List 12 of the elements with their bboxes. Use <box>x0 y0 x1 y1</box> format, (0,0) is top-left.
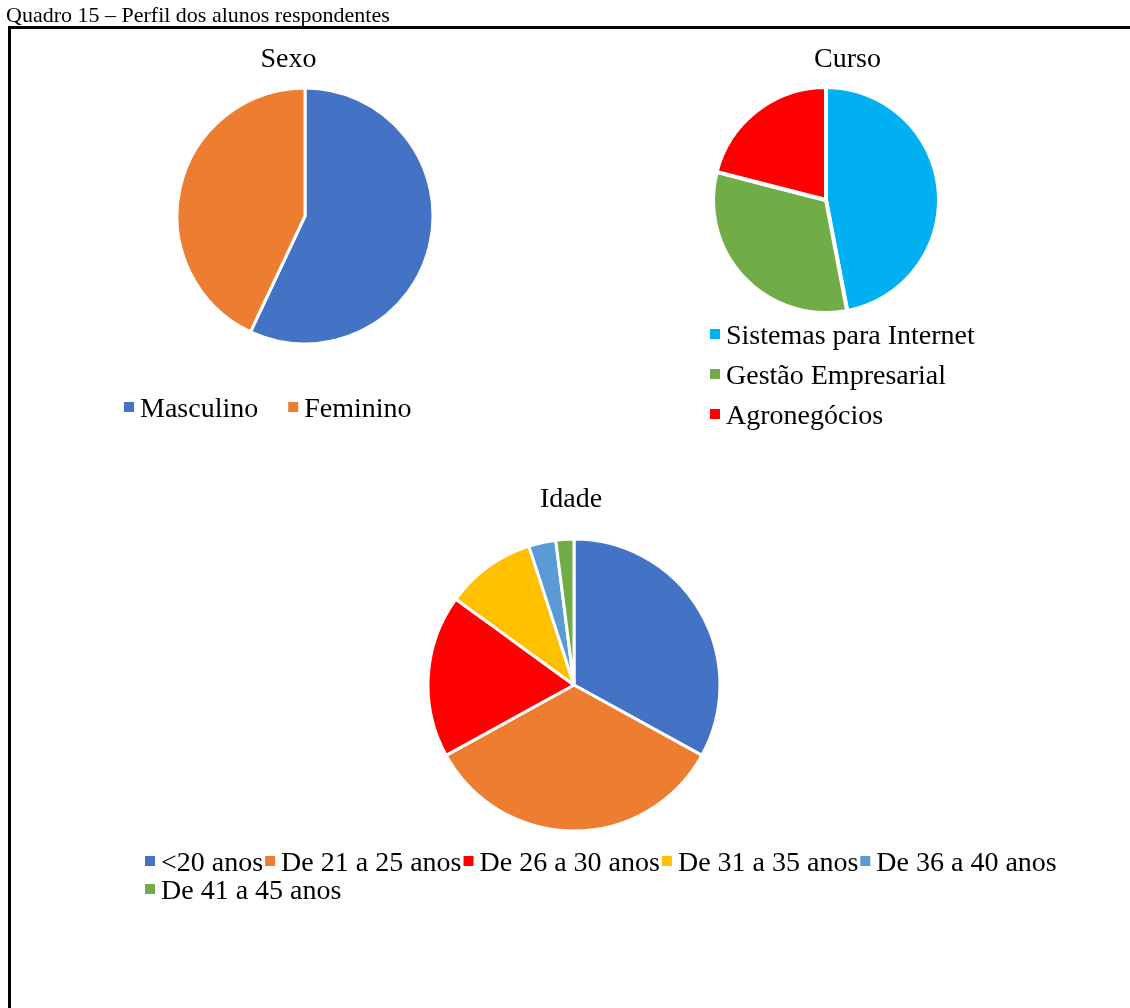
legend-label: De 31 a 35 anos <box>677 845 859 877</box>
legend-label: Masculino <box>140 391 259 423</box>
legend-label: De 36 a 40 anos <box>876 845 1057 877</box>
chart-title: Curso <box>814 41 881 73</box>
legend-label: Feminino <box>304 391 412 423</box>
legend-label: Agronegócios <box>726 398 884 430</box>
legend-label: Sistemas para Internet <box>726 318 976 350</box>
chart-title: Sexo <box>260 41 317 73</box>
legend-label: De 26 a 30 anos <box>479 845 660 877</box>
text: Quadro 15 – Perfil dos alunos respondentes <box>6 2 390 28</box>
legend-label: Gestão Empresarial <box>726 358 947 390</box>
chart-title: Idade <box>539 481 603 513</box>
